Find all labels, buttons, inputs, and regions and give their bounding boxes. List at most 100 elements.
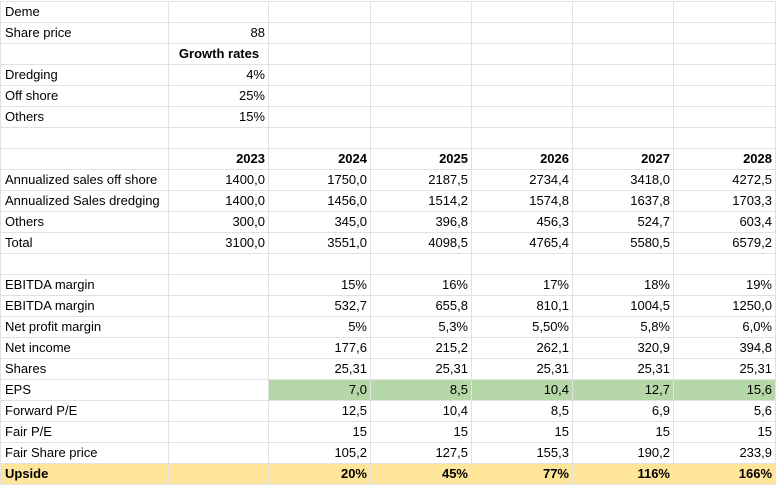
cell[interactable]: 6,9 bbox=[572, 400, 674, 422]
cell[interactable]: 300,0 bbox=[168, 211, 269, 233]
cell[interactable]: 6,0% bbox=[673, 316, 776, 338]
cell[interactable]: 2027 bbox=[572, 148, 674, 170]
cell[interactable]: 394,8 bbox=[673, 337, 776, 359]
cell[interactable] bbox=[370, 43, 472, 65]
cell[interactable]: Fair P/E bbox=[0, 421, 169, 443]
cell[interactable]: 2187,5 bbox=[370, 169, 472, 191]
cell[interactable] bbox=[572, 85, 674, 107]
cell[interactable]: 25,31 bbox=[370, 358, 472, 380]
cell[interactable]: 1004,5 bbox=[572, 295, 674, 317]
cell[interactable] bbox=[168, 127, 269, 149]
cell[interactable]: 456,3 bbox=[471, 211, 573, 233]
cell[interactable]: 45% bbox=[370, 463, 472, 485]
cell[interactable]: Forward P/E bbox=[0, 400, 169, 422]
cell[interactable] bbox=[673, 43, 776, 65]
cell[interactable] bbox=[471, 22, 573, 44]
cell[interactable] bbox=[168, 274, 269, 296]
cell[interactable]: 320,9 bbox=[572, 337, 674, 359]
cell[interactable]: 127,5 bbox=[370, 442, 472, 464]
cell[interactable]: 4% bbox=[168, 64, 269, 86]
cell[interactable] bbox=[168, 379, 269, 401]
cell[interactable] bbox=[0, 127, 169, 149]
cell[interactable]: 1750,0 bbox=[268, 169, 371, 191]
cell[interactable]: Dredging bbox=[0, 64, 169, 86]
cell[interactable]: 116% bbox=[572, 463, 674, 485]
cell[interactable] bbox=[673, 106, 776, 128]
cell[interactable] bbox=[168, 421, 269, 443]
cell[interactable]: 396,8 bbox=[370, 211, 472, 233]
cell[interactable] bbox=[572, 127, 674, 149]
cell[interactable]: 17% bbox=[471, 274, 573, 296]
cell[interactable]: 1574,8 bbox=[471, 190, 573, 212]
cell[interactable]: 1703,3 bbox=[673, 190, 776, 212]
cell[interactable]: EPS bbox=[0, 379, 169, 401]
cell[interactable]: 1400,0 bbox=[168, 169, 269, 191]
cell[interactable] bbox=[268, 106, 371, 128]
cell[interactable]: 15% bbox=[268, 274, 371, 296]
cell[interactable]: 15 bbox=[471, 421, 573, 443]
cell[interactable]: 12,7 bbox=[572, 379, 674, 401]
cell[interactable] bbox=[471, 85, 573, 107]
cell[interactable] bbox=[673, 64, 776, 86]
cell[interactable]: Net profit margin bbox=[0, 316, 169, 338]
cell[interactable]: 10,4 bbox=[370, 400, 472, 422]
cell[interactable]: 3100,0 bbox=[168, 232, 269, 254]
cell[interactable]: 5,3% bbox=[370, 316, 472, 338]
cell[interactable] bbox=[572, 43, 674, 65]
cell[interactable]: 5,6 bbox=[673, 400, 776, 422]
cell[interactable]: 810,1 bbox=[471, 295, 573, 317]
cell[interactable]: 25,31 bbox=[268, 358, 371, 380]
cell[interactable] bbox=[268, 1, 371, 23]
cell[interactable]: Others bbox=[0, 211, 169, 233]
cell[interactable]: Annualized Sales dredging bbox=[0, 190, 169, 212]
cell[interactable]: 4098,5 bbox=[370, 232, 472, 254]
cell[interactable]: 5,50% bbox=[471, 316, 573, 338]
cell[interactable]: 233,9 bbox=[673, 442, 776, 464]
cell[interactable] bbox=[471, 127, 573, 149]
cell[interactable]: 18% bbox=[572, 274, 674, 296]
cell[interactable]: 5,8% bbox=[572, 316, 674, 338]
cell[interactable]: 25,31 bbox=[572, 358, 674, 380]
cell[interactable]: 25,31 bbox=[471, 358, 573, 380]
cell[interactable] bbox=[268, 64, 371, 86]
cell[interactable] bbox=[673, 22, 776, 44]
cell[interactable]: 2023 bbox=[168, 148, 269, 170]
cell[interactable]: Share price bbox=[0, 22, 169, 44]
cell[interactable]: 345,0 bbox=[268, 211, 371, 233]
cell[interactable]: 262,1 bbox=[471, 337, 573, 359]
cell[interactable]: 2028 bbox=[673, 148, 776, 170]
cell[interactable]: 12,5 bbox=[268, 400, 371, 422]
cell[interactable] bbox=[673, 253, 776, 275]
cell[interactable] bbox=[370, 106, 472, 128]
cell[interactable]: 603,4 bbox=[673, 211, 776, 233]
cell[interactable] bbox=[572, 22, 674, 44]
cell[interactable]: Net income bbox=[0, 337, 169, 359]
cell[interactable]: 20% bbox=[268, 463, 371, 485]
cell[interactable] bbox=[370, 127, 472, 149]
cell[interactable]: Total bbox=[0, 232, 169, 254]
cell[interactable] bbox=[0, 253, 169, 275]
cell[interactable] bbox=[471, 64, 573, 86]
cell[interactable] bbox=[168, 442, 269, 464]
cell[interactable]: Upside bbox=[0, 463, 169, 485]
cell[interactable]: 6579,2 bbox=[673, 232, 776, 254]
cell[interactable] bbox=[268, 127, 371, 149]
cell[interactable] bbox=[168, 463, 269, 485]
cell[interactable] bbox=[370, 22, 472, 44]
cell[interactable]: 1400,0 bbox=[168, 190, 269, 212]
cell[interactable]: Growth rates bbox=[168, 43, 269, 65]
cell[interactable] bbox=[471, 43, 573, 65]
cell[interactable] bbox=[370, 253, 472, 275]
cell[interactable]: 25% bbox=[168, 85, 269, 107]
cell[interactable] bbox=[572, 106, 674, 128]
cell[interactable]: 1250,0 bbox=[673, 295, 776, 317]
cell[interactable] bbox=[572, 1, 674, 23]
cell[interactable]: EBITDA margin bbox=[0, 295, 169, 317]
cell[interactable]: 15 bbox=[572, 421, 674, 443]
cell[interactable]: 532,7 bbox=[268, 295, 371, 317]
cell[interactable]: 10,4 bbox=[471, 379, 573, 401]
cell[interactable] bbox=[168, 400, 269, 422]
cell[interactable] bbox=[370, 64, 472, 86]
cell[interactable]: 524,7 bbox=[572, 211, 674, 233]
cell[interactable]: 3418,0 bbox=[572, 169, 674, 191]
